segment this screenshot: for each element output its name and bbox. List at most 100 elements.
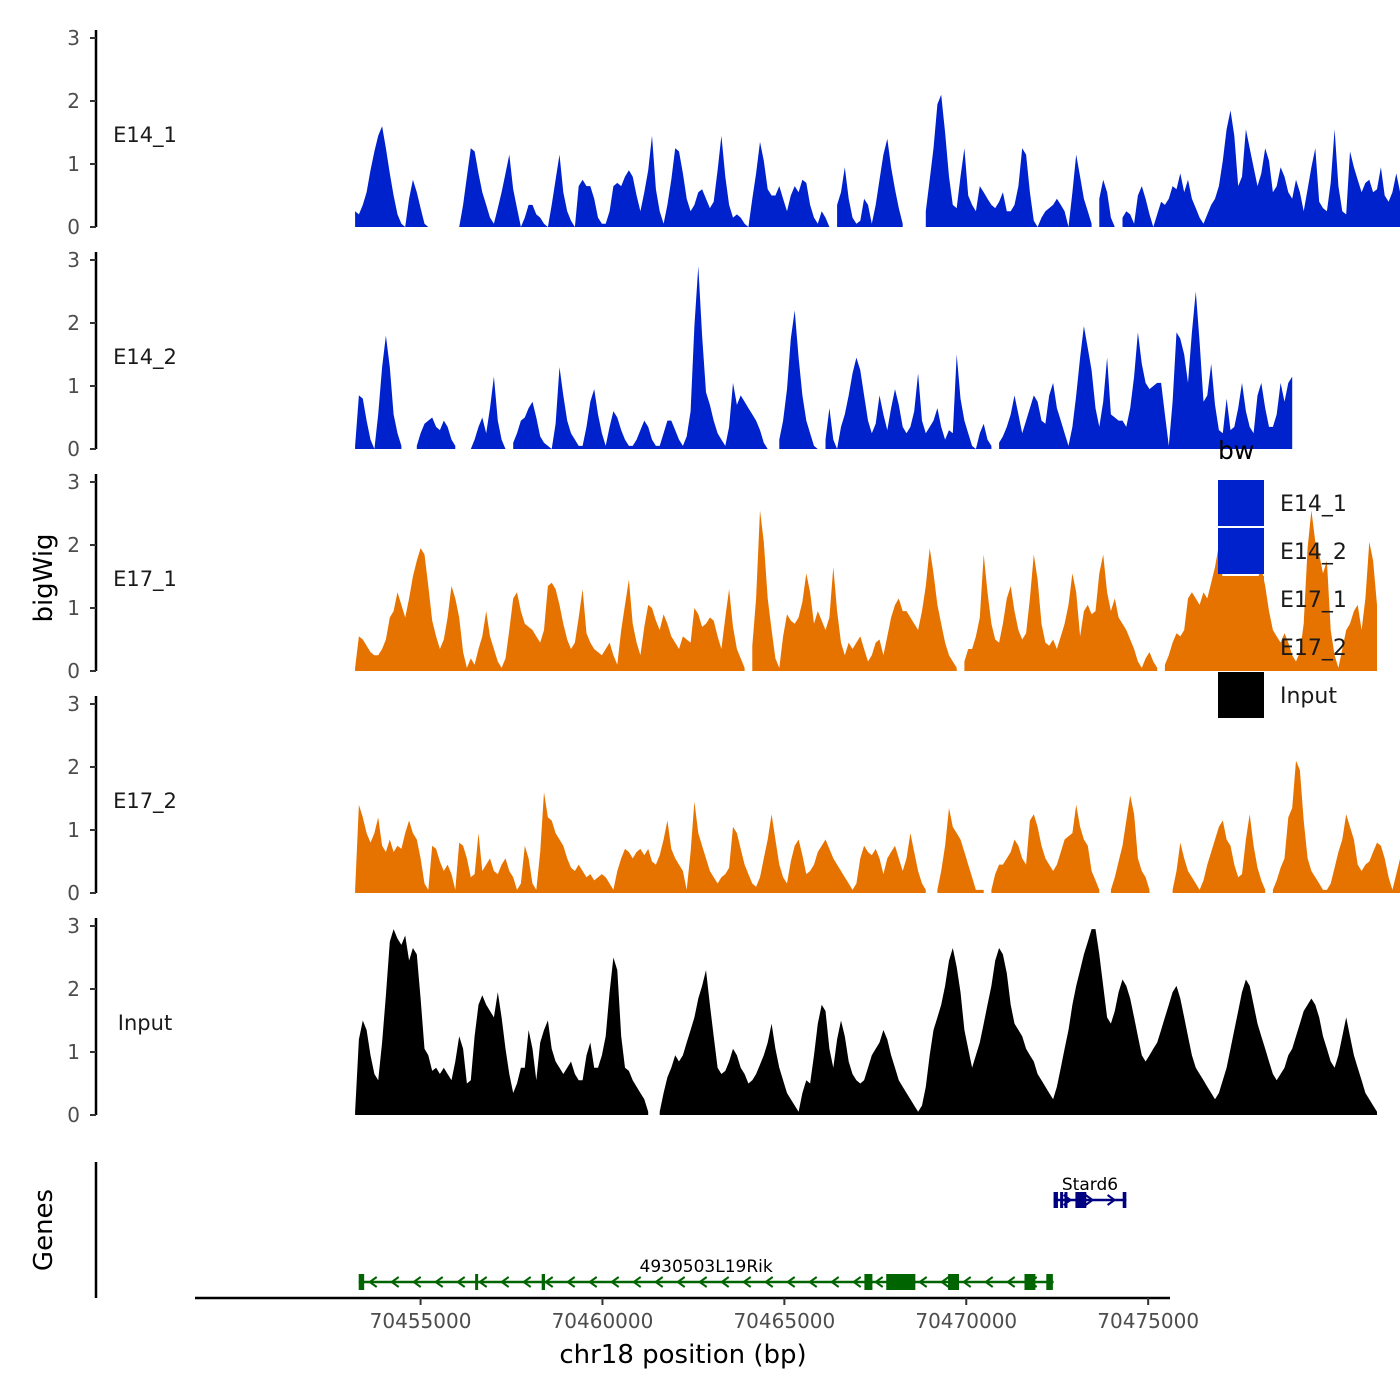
legend-label: E14_1 (1280, 492, 1347, 517)
strand-arrow (499, 1276, 510, 1288)
legend-label: Input (1280, 684, 1337, 709)
area-segment-E14_1 (837, 138, 903, 227)
strand-arrow (433, 1276, 444, 1288)
y-tick-label: 2 (67, 977, 80, 1001)
y-tick-label: 0 (67, 215, 80, 239)
gene-exon (475, 1274, 479, 1290)
strand-arrow (983, 1276, 994, 1288)
legend-label: E14_2 (1280, 540, 1347, 565)
gene-exon (1122, 1192, 1127, 1208)
track-label: E14_1 (113, 123, 177, 148)
y-tick-label: 1 (67, 1040, 80, 1064)
strand-arrow (477, 1276, 488, 1288)
gene-exon (1046, 1274, 1053, 1290)
x-axis-title: chr18 position (bp) (559, 1340, 806, 1370)
area-segment-E14_1 (1099, 179, 1115, 227)
area-segment-E17_1 (1164, 510, 1377, 671)
track-label: Input (118, 1011, 172, 1035)
strand-arrow (1005, 1276, 1016, 1288)
area-segment-Input (355, 929, 649, 1115)
y-tick-label: 0 (67, 659, 80, 683)
strand-arrow (1084, 1194, 1095, 1206)
strand-arrow (851, 1276, 862, 1288)
area-segment-E14_2 (355, 335, 402, 449)
area-segment-E17_2 (1272, 760, 1400, 893)
legend-label: E17_2 (1280, 636, 1347, 661)
strand-arrow (411, 1276, 422, 1288)
area-segment-E14_2 (779, 310, 818, 449)
legend-swatch (1218, 672, 1264, 718)
strand-arrow (367, 1276, 378, 1288)
y-tick-label: 1 (67, 152, 80, 176)
gene-exon (886, 1274, 916, 1290)
legend-swatch (1218, 576, 1264, 622)
area-segment-E14_2 (470, 376, 506, 449)
gene-exon (948, 1274, 959, 1290)
strand-arrow (807, 1276, 818, 1288)
track-Input: 0 1 2 3 Input (67, 914, 1377, 1127)
y-tick-label: 3 (67, 692, 80, 716)
genes-area: 4930503L19Rik Stard6 (358, 1175, 1127, 1290)
gene-Stard6: Stard6 (1053, 1175, 1127, 1208)
x-tick-label: 70465000 (733, 1309, 835, 1333)
track-label: E14_2 (113, 345, 177, 370)
strand-arrow (961, 1276, 972, 1288)
strand-arrow (543, 1276, 554, 1288)
gene-exon (1024, 1274, 1036, 1290)
y-tick-label: 0 (67, 437, 80, 461)
strand-arrow (609, 1276, 620, 1288)
y-tick-label: 1 (67, 596, 80, 620)
y-axis-title: bigWig (29, 533, 59, 622)
x-tick-label: 70460000 (552, 1309, 654, 1333)
strand-arrow (565, 1276, 576, 1288)
strand-arrow (653, 1276, 664, 1288)
area-segment-E14_2 (999, 291, 1293, 449)
gene-exon (1060, 1192, 1064, 1208)
gene-exon (1053, 1192, 1058, 1208)
strand-arrow (1106, 1194, 1117, 1206)
x-tick-label: 70455000 (370, 1309, 472, 1333)
track-E14_1: 0 1 2 3 E14_1 (67, 26, 1400, 239)
area-segment-E17_2 (355, 792, 926, 893)
strand-arrow (939, 1276, 950, 1288)
area-segment-E14_1 (355, 126, 429, 227)
y-tick-label: 2 (67, 311, 80, 335)
area-segment-E14_2 (825, 354, 992, 449)
strand-arrow (455, 1276, 466, 1288)
legend-label: E17_1 (1280, 588, 1347, 613)
area-segment-E14_1 (925, 94, 1092, 227)
area-segment-E17_1 (355, 548, 745, 671)
area-segment-E17_1 (752, 510, 957, 671)
strand-arrow (741, 1276, 752, 1288)
track-E14_2: 0 1 2 3 E14_2 (67, 248, 1293, 461)
area-segment-E14_1 (1122, 110, 1400, 227)
x-tick-label: 70475000 (1097, 1309, 1199, 1333)
area-segment-E17_2 (991, 804, 1100, 893)
gene-4930503L19Rik: 4930503L19Rik (358, 1257, 1054, 1290)
area-segment-E17_2 (1172, 814, 1266, 893)
strand-arrow (631, 1276, 642, 1288)
track-E17_2: 0 1 2 3 E17_2 (67, 692, 1400, 905)
y-tick-label: 2 (67, 89, 80, 113)
area-segment-Input (659, 929, 1377, 1115)
gene-exon (864, 1274, 873, 1290)
gene-exon (1075, 1192, 1087, 1208)
legend: bw E14_1 E14_2 E17_1 E17_2 Input (1218, 436, 1347, 718)
strand-arrow (917, 1276, 928, 1288)
strand-arrow (873, 1276, 884, 1288)
y-tick-label: 0 (67, 1103, 80, 1127)
legend-swatch (1218, 480, 1264, 526)
strand-arrow (719, 1276, 730, 1288)
legend-title: bw (1218, 436, 1254, 465)
legend-swatch (1218, 528, 1264, 574)
x-axis-ticks: 70455000 70460000 70465000 70470000 70475000 (370, 1298, 1199, 1333)
track-label: E17_1 (113, 567, 177, 592)
strand-arrow (829, 1276, 840, 1288)
y-tick-label: 3 (67, 248, 80, 272)
y-tick-label: 0 (67, 881, 80, 905)
y-tick-label: 3 (67, 26, 80, 50)
genes-panel-title: Genes (29, 1189, 59, 1271)
y-tick-label: 3 (67, 914, 80, 938)
gene-label: 4930503L19Rik (640, 1257, 773, 1277)
